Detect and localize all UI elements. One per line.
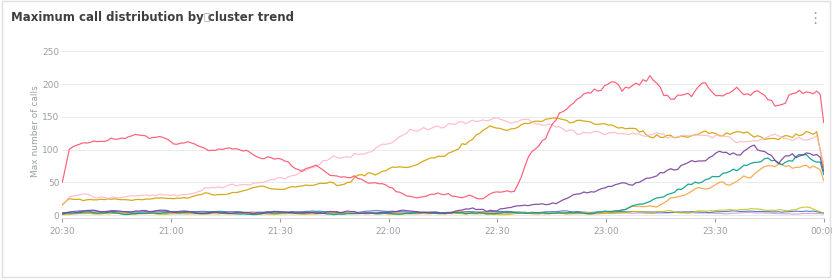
Y-axis label: Max number of calls: Max number of calls <box>31 86 40 178</box>
Text: ⓘ: ⓘ <box>204 11 210 21</box>
Text: Maximum call distribution by cluster trend: Maximum call distribution by cluster tre… <box>11 11 294 24</box>
Text: ⋮: ⋮ <box>807 11 822 26</box>
